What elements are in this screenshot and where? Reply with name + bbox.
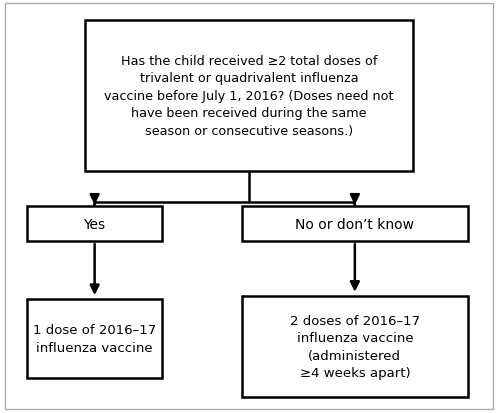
Text: 2 doses of 2016–17
influenza vaccine
(administered
≥4 weeks apart): 2 doses of 2016–17 influenza vaccine (ad… (290, 314, 420, 380)
Bar (242, 206, 468, 242)
Text: Yes: Yes (84, 217, 106, 231)
Bar (27, 206, 162, 242)
Bar (242, 296, 468, 397)
Bar (85, 21, 413, 171)
Bar (27, 299, 162, 378)
Text: No or don’t know: No or don’t know (295, 217, 414, 231)
Text: 1 dose of 2016–17
influenza vaccine: 1 dose of 2016–17 influenza vaccine (33, 323, 156, 354)
Text: Has the child received ≥2 total doses of
trivalent or quadrivalent influenza
vac: Has the child received ≥2 total doses of… (104, 55, 394, 138)
